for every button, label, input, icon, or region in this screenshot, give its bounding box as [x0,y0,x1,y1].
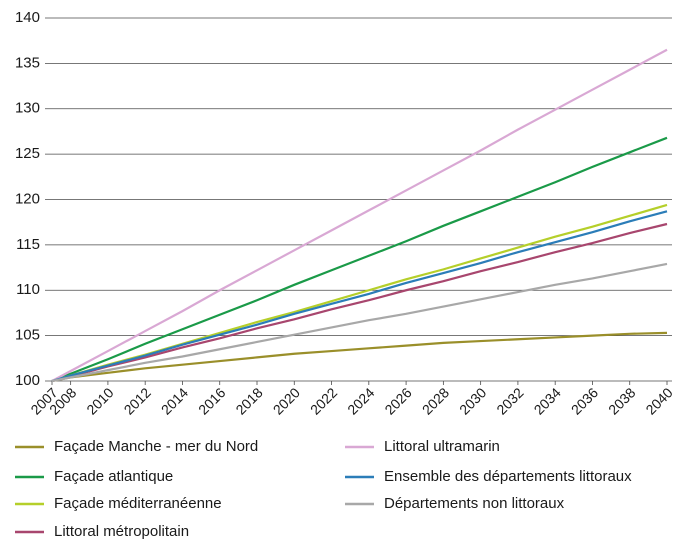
x-tick-label: 2020 [270,384,303,417]
x-tick-label: 2040 [642,384,675,417]
y-tick-label: 125 [15,145,40,162]
x-tick-label: 2012 [121,384,154,417]
x-tick-label: 2010 [83,384,116,417]
x-tick-label: 2034 [531,384,564,417]
x-tick-label: 2038 [605,384,638,417]
series-line [51,210,668,383]
x-tick-label: 2036 [568,384,601,417]
x-tick-label: 2018 [232,384,265,417]
x-tick-label: 2032 [493,384,526,417]
series-line [51,203,668,383]
legend-label: Départements non littoraux [384,495,565,512]
y-tick-label: 120 [15,190,40,207]
x-tick-label: 2016 [195,384,228,417]
legend-label: Littoral ultramarin [384,438,500,455]
x-tick-label: 2024 [344,384,377,417]
y-tick-label: 115 [16,236,40,253]
series-line [51,262,668,383]
x-tick-label: 2026 [381,384,414,417]
legend-label: Littoral métropolitain [54,523,189,540]
series-line [51,331,668,383]
x-tick-label: 2030 [456,384,489,417]
series-line [51,222,668,383]
y-tick-label: 105 [15,327,40,344]
x-tick-label: 2014 [158,384,191,417]
y-tick-label: 140 [15,9,40,26]
y-tick-label: 110 [16,281,40,298]
x-tick-label: 2028 [419,384,452,417]
legend-label: Façade atlantique [54,468,173,485]
y-tick-label: 130 [15,100,40,117]
legend-label: Façade méditerranéenne [54,495,222,512]
y-tick-label: 135 [15,54,40,71]
x-tick-label: 2022 [307,384,340,417]
series-line [51,136,668,383]
legend-label: Ensemble des départements littoraux [384,468,632,485]
series-line [51,48,668,382]
y-tick-label: 100 [15,372,40,389]
legend-label: Façade Manche - mer du Nord [54,438,258,455]
